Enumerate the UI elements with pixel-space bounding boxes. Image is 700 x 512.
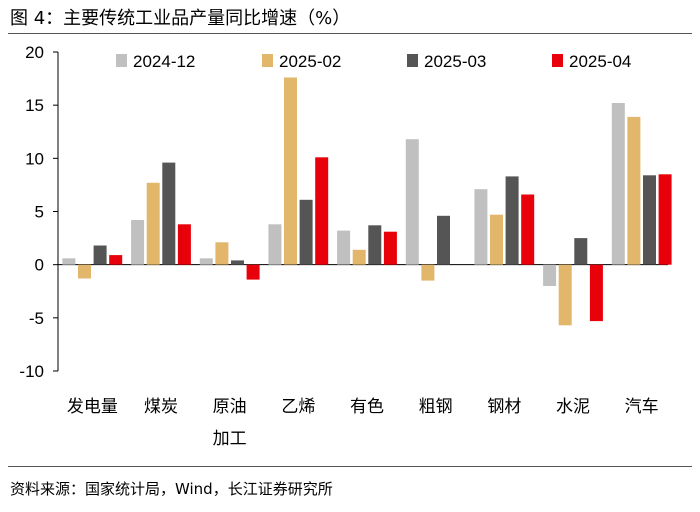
legend-label-2024-12: 2024-12	[133, 52, 195, 71]
bar-2025-04-煤炭	[177, 224, 191, 265]
bar-2025-02-乙烯	[284, 77, 297, 265]
y-tick-label: -10	[19, 362, 44, 381]
bar-2025-03-有色	[368, 225, 382, 265]
source-note: 资料来源：国家统计局，Wind，长江证券研究所	[10, 480, 333, 498]
bar-2025-03-钢材	[505, 176, 519, 265]
bar-2025-04-水泥	[589, 264, 603, 322]
legend-swatch-2025-02	[262, 54, 273, 67]
category-label: 煤炭	[144, 397, 178, 417]
bars	[62, 77, 672, 326]
bar-2025-04-汽车	[658, 174, 672, 265]
category-label: 原油	[213, 397, 247, 417]
bar-2025-02-有色	[352, 249, 366, 265]
legend: 2024-12 2025-02 2025-03 2025-04	[116, 52, 631, 71]
bar-2025-02-粗钢	[421, 264, 435, 281]
legend-swatch-2025-04	[552, 54, 563, 67]
legend-swatch-2025-03	[407, 54, 418, 67]
bar-2025-02-原油加工	[215, 242, 229, 265]
category-label: 加工	[213, 429, 247, 449]
y-tick-label: -5	[29, 309, 44, 328]
category-label: 发电量	[67, 397, 118, 417]
bar-2024-12-钢材	[474, 189, 488, 265]
top-rule	[8, 33, 692, 34]
bar-2024-12-乙烯	[268, 224, 282, 265]
bar-2024-12-粗钢	[405, 139, 419, 265]
bar-2024-12-原油加工	[199, 258, 213, 265]
legend-label-2025-02: 2025-02	[279, 52, 341, 71]
bar-2025-03-汽车	[643, 175, 656, 265]
bar-2024-12-有色	[337, 230, 351, 265]
legend-swatch-2024-12	[116, 54, 127, 67]
category-label: 乙烯	[281, 397, 315, 417]
bar-2025-02-水泥	[558, 264, 572, 326]
bar-2025-03-煤炭	[162, 162, 176, 265]
bar-2025-03-原油加工	[231, 260, 244, 265]
bar-2025-04-有色	[383, 231, 397, 265]
category-label: 水泥	[556, 397, 590, 417]
y-tick-label: 10	[25, 149, 44, 168]
bar-2024-12-煤炭	[131, 220, 145, 265]
bar-2025-03-乙烯	[299, 199, 313, 265]
bar-2025-02-汽车	[627, 116, 641, 265]
bar-2024-12-发电量	[62, 258, 76, 265]
bar-2024-12-汽车	[611, 103, 625, 265]
category-label: 有色	[350, 397, 384, 417]
bar-2025-03-粗钢	[437, 215, 450, 265]
legend-label-2025-03: 2025-03	[424, 52, 486, 71]
bar-2024-12-水泥	[543, 264, 557, 286]
bar-2025-04-发电量	[109, 255, 123, 265]
y-tick-label: 15	[25, 96, 44, 115]
bar-2025-02-钢材	[490, 214, 503, 265]
legend-label-2025-04: 2025-04	[569, 52, 631, 71]
bar-2025-03-发电量	[93, 245, 107, 265]
bottom-rule	[8, 466, 692, 467]
bar-2025-02-煤炭	[146, 182, 160, 265]
figure-title: 图 4：主要传统工业品产量同比增速（%）	[10, 8, 351, 29]
category-label: 汽车	[625, 397, 659, 417]
bar-2025-04-原油加工	[246, 264, 260, 280]
bar-2025-04-钢材	[521, 194, 535, 265]
y-tick-label: 20	[25, 43, 44, 62]
category-label: 钢材	[487, 397, 521, 417]
bar-chart: 2024-12 2025-02 2025-03 2025-04 -10 -5 0 5 10 15…	[19, 43, 672, 449]
y-tick-label: 0	[35, 256, 44, 275]
axes: -10 -5 0 5 10 15 20	[19, 43, 668, 381]
bar-2025-02-发电量	[78, 264, 91, 279]
bar-2025-04-乙烯	[315, 157, 329, 265]
y-tick-label: 5	[35, 203, 44, 222]
category-label: 粗钢	[419, 397, 453, 417]
bar-2025-03-水泥	[574, 238, 588, 265]
